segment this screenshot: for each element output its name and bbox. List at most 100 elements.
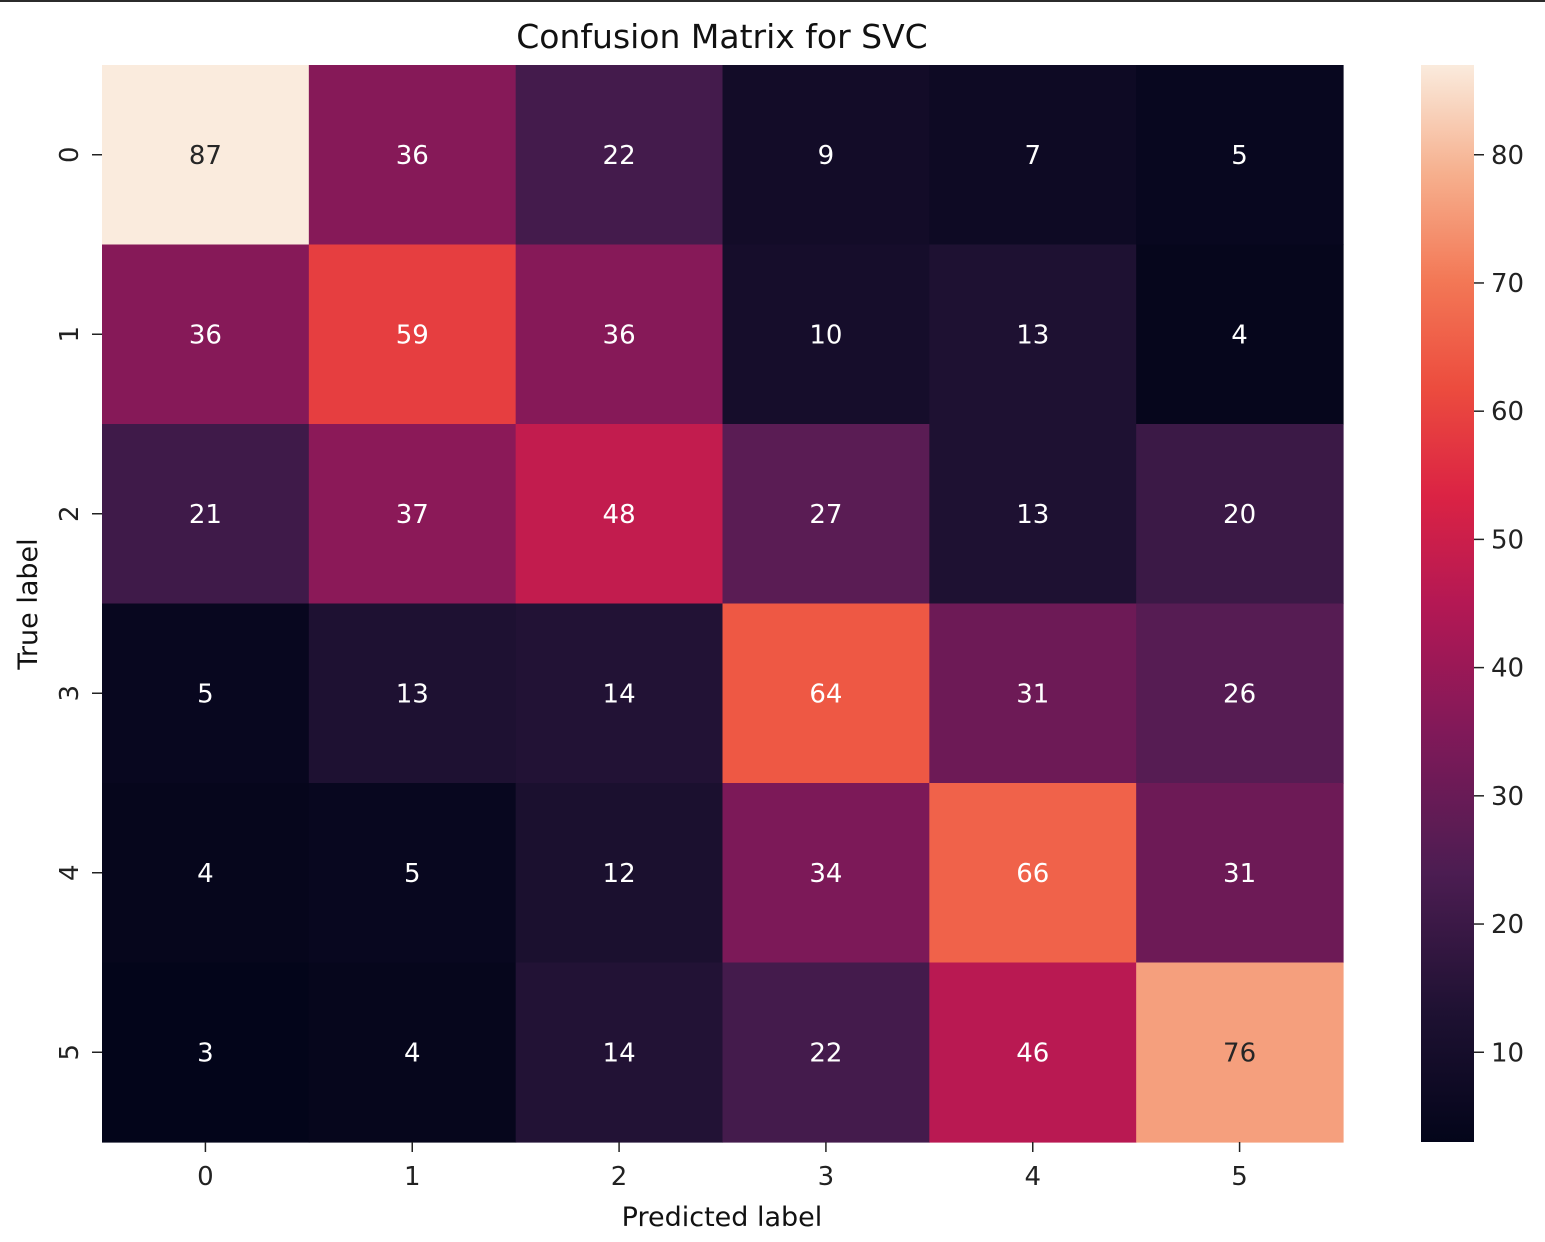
cell-value-label: 66 xyxy=(1016,859,1049,889)
y-tick-label: 1 xyxy=(55,326,85,343)
y-tick-label: 3 xyxy=(55,685,85,702)
x-tick-label: 0 xyxy=(197,1162,214,1192)
heatmap-cell xyxy=(102,65,310,246)
cell-value-label: 22 xyxy=(603,141,636,171)
y-tick-label: 5 xyxy=(55,1044,85,1061)
cell-value-label: 4 xyxy=(197,859,214,889)
cell-value-label: 4 xyxy=(404,1038,421,1068)
cell-value-label: 37 xyxy=(396,500,429,530)
chart-title: Confusion Matrix for SVC xyxy=(516,17,927,56)
x-axis-label: Predicted label xyxy=(622,1202,823,1233)
heatmap-cell xyxy=(102,603,310,784)
cell-value-label: 46 xyxy=(1016,1038,1049,1068)
cell-value-label: 21 xyxy=(189,500,222,530)
cell-value-label: 7 xyxy=(1024,141,1041,171)
heatmap-cell xyxy=(1136,65,1344,246)
cell-value-label: 48 xyxy=(603,500,636,530)
cell-value-label: 87 xyxy=(189,141,222,171)
y-axis-ticks: 0 1 2 3 4 5 xyxy=(55,146,102,1061)
heatmap-cell xyxy=(1136,424,1344,605)
cell-value-label: 13 xyxy=(1016,320,1049,350)
heatmap-cell xyxy=(515,783,724,964)
heatmap-cell xyxy=(515,65,724,246)
heatmap-cell xyxy=(308,424,517,605)
colorbar-tick-label: 20 xyxy=(1491,910,1524,940)
cell-value-label: 31 xyxy=(1016,679,1049,709)
x-axis-ticks: 0 1 2 3 4 5 xyxy=(197,1142,1248,1192)
heatmap-cell xyxy=(102,783,310,964)
heatmap-cell xyxy=(308,65,517,246)
heatmap-cell xyxy=(308,603,517,784)
heatmap-cells: 87 36 22 9 7 5 36 59 36 10 13 4 21 37 48 27 13 20 5 13 14 64 3… xyxy=(102,65,1344,1143)
cell-value-label: 22 xyxy=(809,1038,842,1068)
heatmap-cell xyxy=(929,783,1137,964)
x-tick-label: 1 xyxy=(404,1162,421,1192)
cell-value-label: 3 xyxy=(197,1038,214,1068)
heatmap-cell xyxy=(722,603,930,784)
cell-value-label: 13 xyxy=(396,679,429,709)
colorbar-tick-label: 40 xyxy=(1491,654,1524,684)
top-border xyxy=(0,0,1545,2)
x-tick-label: 5 xyxy=(1231,1162,1248,1192)
colorbar-gradient xyxy=(1421,65,1474,1142)
heatmap-cell xyxy=(1136,603,1344,784)
heatmap-cell xyxy=(722,424,930,605)
colorbar-ticks: 10 20 30 40 50 60 70 80 xyxy=(1474,141,1524,1068)
cell-value-label: 26 xyxy=(1223,679,1256,709)
heatmap-cell xyxy=(1136,962,1344,1143)
cell-value-label: 36 xyxy=(603,320,636,350)
heatmap-cell xyxy=(929,424,1137,605)
heatmap-cell xyxy=(722,962,930,1143)
y-tick-label: 2 xyxy=(55,505,85,522)
heatmap-cell xyxy=(929,603,1137,784)
heatmap-cell xyxy=(1136,783,1344,964)
cell-value-label: 76 xyxy=(1223,1038,1256,1068)
colorbar-tick-label: 60 xyxy=(1491,397,1524,427)
heatmap-cell xyxy=(102,424,310,605)
cell-value-label: 10 xyxy=(809,320,842,350)
heatmap-cell xyxy=(308,962,517,1143)
cell-value-label: 64 xyxy=(809,679,842,709)
heatmap-cell xyxy=(722,65,930,246)
colorbar-tick-label: 30 xyxy=(1491,782,1524,812)
y-tick-label: 0 xyxy=(55,146,85,163)
heatmap-cell xyxy=(929,65,1137,246)
cell-value-label: 13 xyxy=(1016,500,1049,530)
heatmap-cell xyxy=(722,783,930,964)
heatmap-cell xyxy=(929,244,1137,425)
colorbar: 10 20 30 40 50 60 70 80 xyxy=(1421,65,1524,1142)
cell-value-label: 36 xyxy=(396,141,429,171)
heatmap-cell xyxy=(1136,244,1344,425)
cell-value-label: 27 xyxy=(809,500,842,530)
x-tick-label: 3 xyxy=(818,1162,835,1192)
cell-value-label: 9 xyxy=(818,141,835,171)
cell-value-label: 5 xyxy=(197,679,214,709)
heatmap-cell xyxy=(102,244,310,425)
cell-value-label: 59 xyxy=(396,320,429,350)
cell-value-label: 20 xyxy=(1223,500,1256,530)
cell-value-label: 4 xyxy=(1231,320,1248,350)
cell-value-label: 14 xyxy=(603,1038,636,1068)
y-axis-label: True label xyxy=(13,538,44,670)
cell-value-label: 5 xyxy=(1231,141,1248,171)
heatmap-cell xyxy=(515,244,724,425)
cell-value-label: 5 xyxy=(404,859,421,889)
cell-value-label: 31 xyxy=(1223,859,1256,889)
colorbar-tick-label: 80 xyxy=(1491,141,1524,171)
heatmap-cell xyxy=(102,962,310,1143)
cell-value-label: 34 xyxy=(809,859,842,889)
cell-value-label: 12 xyxy=(603,859,636,889)
cell-value-label: 14 xyxy=(603,679,636,709)
x-tick-label: 2 xyxy=(611,1162,628,1192)
colorbar-tick-label: 50 xyxy=(1491,525,1524,555)
heatmap-cell xyxy=(515,424,724,605)
cell-value-label: 36 xyxy=(189,320,222,350)
colorbar-tick-label: 70 xyxy=(1491,269,1524,299)
x-tick-label: 4 xyxy=(1024,1162,1041,1192)
heatmap-cell xyxy=(515,603,724,784)
y-tick-label: 4 xyxy=(55,864,85,881)
heatmap-cell xyxy=(722,244,930,425)
heatmap-cell xyxy=(308,244,517,425)
